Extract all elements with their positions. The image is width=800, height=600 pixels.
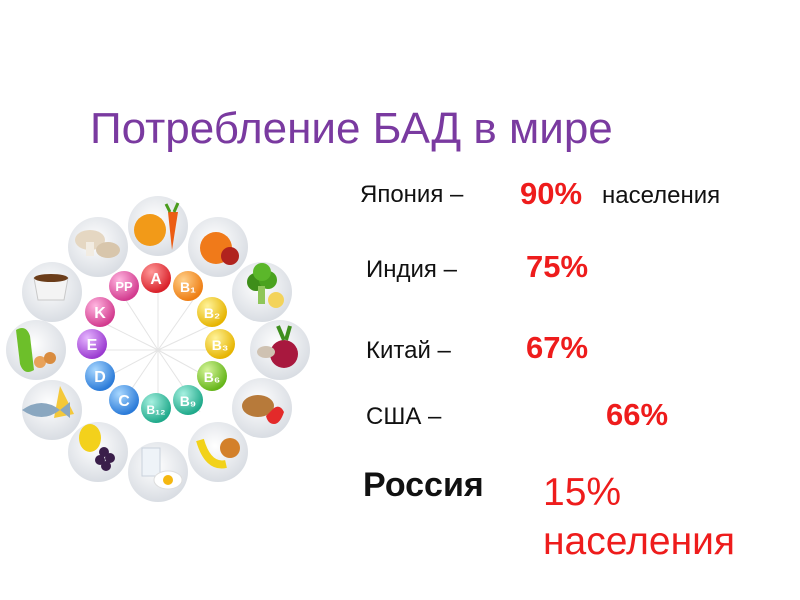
svg-text:B₃: B₃ [212,337,229,353]
country-russia: Россия [363,466,484,504]
vitamin-b2-ball: B₂ [197,297,227,327]
value-japan: 90% [520,176,583,211]
page-title: Потребление БАД в мире [90,104,613,153]
vitamin-b12-ball: B₁₂ [141,393,171,423]
suffix-japan: населения [602,182,721,209]
orange-carrot-icon [128,196,188,256]
svg-text:A: A [150,271,162,288]
vitamin-d-ball: D [85,361,115,391]
value-usa: 66% [606,397,669,432]
peas-icon [6,320,66,380]
beet-icon [250,320,310,380]
apple-icon [188,217,248,277]
svg-text:B₂: B₂ [204,305,220,321]
walnut-strawberry-icon [232,378,292,438]
vitamin-wheel-illustration: A B₁ B₂ B₃ B₆ B₉ B₁₂ C D E K PP [6,196,310,502]
country-usa: США – [366,403,442,430]
svg-text:E: E [87,337,98,354]
value-russia: 15% населения [543,468,735,566]
country-china: Китай – [366,337,451,364]
country-india: Индия – [366,256,457,283]
svg-text:C: C [118,393,130,410]
mushrooms-icon [68,217,128,277]
vitamin-b1-ball: B₁ [173,271,203,301]
vitamin-pp-ball: PP [109,271,139,301]
food-ring [6,196,310,502]
value-russia-percent: 15% [543,471,622,514]
country-japan: Япония – [360,181,464,208]
vitamin-b3-ball: B₃ [205,329,235,359]
vitamin-a-ball: A [141,263,171,293]
svg-text:B₆: B₆ [204,369,220,385]
svg-text:K: K [94,305,106,322]
milk-egg-icon [128,442,188,502]
value-china: 67% [526,330,589,365]
value-india: 75% [526,249,589,284]
svg-text:B₁: B₁ [180,279,196,295]
vitamin-b9-ball: B₉ [173,385,203,415]
svg-text:B₉: B₉ [180,393,196,409]
onion-banana-icon [188,422,248,482]
vitamin-ring: A B₁ B₂ B₃ B₆ B₉ B₁₂ C D E K PP [77,263,235,423]
broccoli-icon [232,262,292,322]
svg-text:D: D [94,369,106,386]
grapes-lemon-icon [68,422,128,482]
vitamin-e-ball: E [77,329,107,359]
svg-text:PP: PP [115,279,133,294]
vitamin-c-ball: C [109,385,139,415]
fish-cheese-icon [22,380,82,440]
tea-icon [22,262,82,322]
value-russia-suffix: населения [543,520,736,563]
svg-text:B₁₂: B₁₂ [147,403,166,417]
vitamin-k-ball: K [85,297,115,327]
vitamin-b6-ball: B₆ [197,361,227,391]
